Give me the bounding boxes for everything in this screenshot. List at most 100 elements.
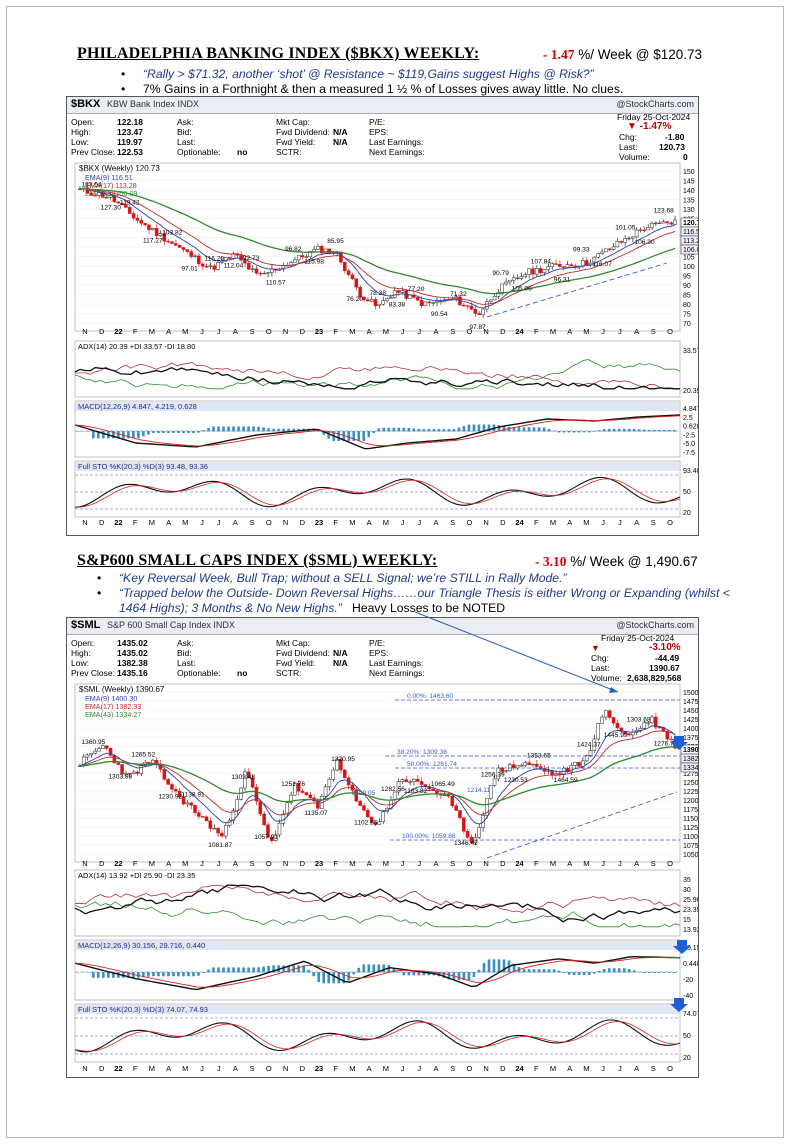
month-tick-label: N <box>483 1064 488 1073</box>
macd-histogram-bar <box>187 972 190 977</box>
price-candle <box>316 800 320 809</box>
price-candle <box>85 187 90 194</box>
macd-histogram-bar <box>562 431 566 433</box>
price-candle <box>208 265 213 267</box>
macd-histogram-bar <box>407 972 411 976</box>
macd-histogram-bar <box>337 431 341 441</box>
price-candle <box>485 798 489 816</box>
price-candle <box>127 773 132 775</box>
macd-histogram-bar <box>472 972 476 977</box>
price-candle <box>381 300 385 305</box>
adx-line-2 <box>74 366 680 390</box>
month-tick-label: S <box>450 1064 455 1073</box>
macd-histogram-bar <box>547 969 551 973</box>
sto-k-line <box>74 1019 681 1053</box>
macd-histogram-bar <box>132 972 135 978</box>
bkx-weekly-chart: $BKX KBW Bank Index INDX @StockCharts.co… <box>66 96 699 536</box>
month-tick-label: J <box>401 518 405 527</box>
macd-tick-label: -40 <box>683 993 693 1000</box>
macd-histogram-bar <box>467 424 471 432</box>
month-tick-label: F <box>534 327 539 336</box>
bullet-dot-icon: • <box>97 586 102 600</box>
macd-histogram-bar <box>172 972 175 977</box>
month-tick-label: S <box>250 859 255 868</box>
bkx-change-suffix: %/ Week @ $120.73 <box>574 47 703 62</box>
price-candle <box>389 297 393 299</box>
price-candle <box>638 229 643 231</box>
month-tick-label: 22 <box>114 518 122 527</box>
trend-line <box>486 791 678 859</box>
price-candle <box>492 778 497 786</box>
price-candle <box>500 767 504 772</box>
price-annotation: 1230.92 <box>158 793 182 800</box>
price-candle <box>630 732 635 736</box>
macd-histogram-bar <box>417 972 421 976</box>
price-candle <box>400 779 405 782</box>
macd-histogram-bar <box>257 967 260 973</box>
macd-histogram-bar <box>227 967 230 973</box>
price-candle <box>485 301 489 310</box>
quote-panel: Open: 1435.02 High: 1435.02 Low: 1382.38 Pr… <box>71 633 682 683</box>
month-tick-label: A <box>567 518 572 527</box>
macd-tick-label: -2.5 <box>683 432 695 439</box>
price-candle <box>342 769 347 779</box>
month-tick-label: S <box>651 1064 656 1073</box>
macd-histogram-bar <box>202 430 205 432</box>
sto-d-line <box>74 478 681 508</box>
price-tick-label: 75 <box>683 312 691 319</box>
price-annotation: 85.95 <box>327 238 344 245</box>
month-tick-label: J <box>601 1064 605 1073</box>
month-tick-label: F <box>534 859 539 868</box>
price-candle <box>546 770 551 772</box>
panel-frame <box>74 460 681 518</box>
bkx-bullet-1: • “Rally > $71.32, another ‘shot’ @ Resi… <box>121 67 594 81</box>
price-candle <box>504 770 508 772</box>
month-tick-label: 22 <box>114 1064 122 1073</box>
sto-d-line <box>74 1021 681 1052</box>
stockcharts-logo: @StockCharts.com <box>616 620 694 630</box>
price-candle <box>657 726 662 729</box>
bullet-dot-icon: • <box>121 67 126 81</box>
month-tick-label: O <box>467 327 473 336</box>
price-candle <box>277 822 282 836</box>
month-tick-label: J <box>217 327 221 336</box>
price-candle <box>377 303 382 307</box>
price-candle <box>273 834 278 841</box>
macd-histogram-bar <box>147 431 150 435</box>
macd-histogram-bar <box>342 431 346 441</box>
month-tick-label: F <box>333 327 338 336</box>
macd-histogram-bar <box>612 968 616 973</box>
price-candle <box>170 784 174 790</box>
ema-legend-0: EMA(9) 1400.30 <box>85 694 137 703</box>
price-candle <box>131 771 136 774</box>
month-tick-label: J <box>417 859 421 868</box>
price-candle <box>592 738 597 751</box>
price-candle <box>120 202 124 206</box>
macd-histogram-bar <box>482 424 486 432</box>
price-annotation: 1346.42 <box>454 840 478 847</box>
price-candle <box>519 765 524 767</box>
macd-histogram-bar <box>477 424 481 432</box>
macd-histogram-bar <box>322 972 326 984</box>
price-candle <box>415 778 420 782</box>
month-tick-label: D <box>500 518 506 527</box>
page-border <box>6 6 784 1138</box>
macd-histogram-bar <box>497 425 501 432</box>
macd-histogram-bar <box>397 971 401 973</box>
chart-symbol: $SML <box>71 619 101 631</box>
price-candle <box>400 290 405 293</box>
price-candle <box>331 769 336 780</box>
last-value-box <box>680 762 698 773</box>
price-candle <box>638 728 643 731</box>
chart-index-name: KBW Bank Index INDX <box>107 99 200 109</box>
month-tick-label: 24 <box>515 518 524 527</box>
macd-histogram-bar <box>647 429 651 432</box>
price-candle <box>492 296 497 301</box>
price-annotation: 1303.98 <box>108 773 132 780</box>
macd-histogram-bar <box>517 427 521 432</box>
month-tick-label: N <box>483 518 488 527</box>
price-legend: $BKX (Weekly) 120.73 <box>79 164 160 173</box>
month-tick-label: O <box>667 327 673 336</box>
price-candle <box>569 765 574 773</box>
month-tick-label: 23 <box>315 1064 323 1073</box>
